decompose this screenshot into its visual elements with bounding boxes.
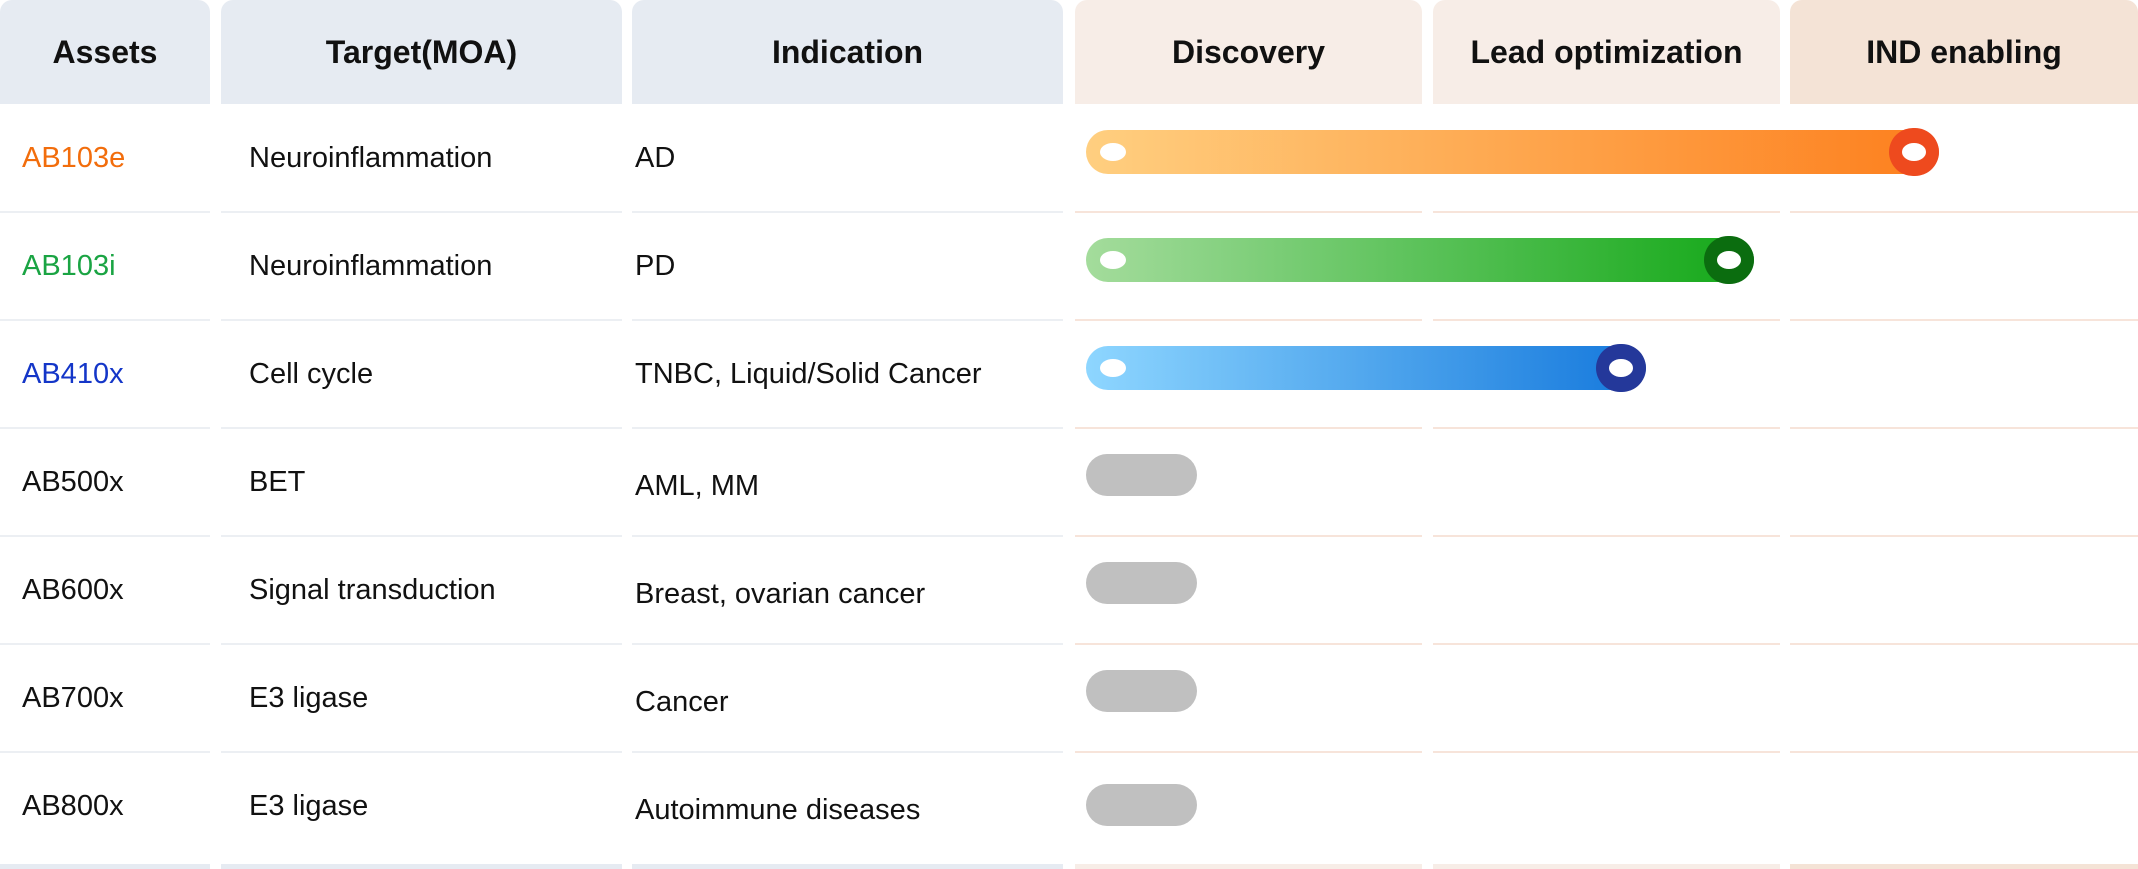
footer-stripe [1433,864,1780,869]
footer-stripe [0,864,210,869]
row-divider [221,535,622,537]
row-divider [221,427,622,429]
row-divider [1790,211,2138,213]
row-divider [221,211,622,213]
row-divider [0,211,210,213]
indication: Breast, ovarian cancer [635,578,926,610]
row-divider [221,751,622,753]
row-divider [1075,535,1422,537]
footer-stripe [1075,864,1422,869]
indication: TNBC, Liquid/Solid Cancer [635,358,982,390]
row-divider [1433,319,1780,321]
row-divider [0,535,210,537]
footer-stripe [632,864,1063,869]
row-divider [1790,427,2138,429]
bar-start-marker [1100,251,1126,269]
row-divider [1075,211,1422,213]
target-moa: Cell cycle [249,358,374,390]
progress-bar-ab500x [1086,454,1197,496]
row-divider [1433,643,1780,645]
indication: Autoimmune diseases [635,794,921,826]
target-moa: Neuroinflammation [249,142,493,174]
row-divider [632,427,1063,429]
asset-name: AB103e [22,142,126,174]
row-divider [1433,751,1780,753]
bar-start-marker [1100,359,1126,377]
row-divider [1790,535,2138,537]
row-divider [1790,751,2138,753]
bar-end-marker [1889,128,1939,176]
row-divider [632,751,1063,753]
header-target: Target(MOA) [221,0,622,104]
row-divider [1075,751,1422,753]
header-discovery: Discovery [1075,0,1422,104]
asset-name: AB410x [22,358,124,390]
row-divider [632,643,1063,645]
asset-name: AB800x [22,790,124,822]
row-divider [632,535,1063,537]
progress-bar-ab600x [1086,562,1197,604]
row-divider [0,751,210,753]
bar-start-marker [1100,143,1126,161]
asset-name: AB103i [22,250,116,282]
progress-bar-ab103e [1086,128,1939,176]
target-moa: E3 ligase [249,682,369,714]
header-ind-enabling: IND enabling [1790,0,2138,104]
bar-end-marker-core [1902,143,1926,161]
indication: AD [635,142,676,174]
header-lead-optimization: Lead optimization [1433,0,1780,104]
indication: PD [635,250,676,282]
indication: Cancer [635,686,729,718]
progress-bar-ab103i [1086,236,1754,284]
footer-stripe [1790,864,2138,869]
bar-end-marker [1596,344,1646,392]
target-moa: Signal transduction [249,574,496,606]
target-moa: Neuroinflammation [249,250,493,282]
bar-end-marker [1704,236,1754,284]
row-divider [1075,643,1422,645]
row-divider [1075,319,1422,321]
target-moa: E3 ligase [249,790,369,822]
bar-end-marker-core [1609,359,1633,377]
footer-stripe [221,864,622,869]
row-divider [1075,427,1422,429]
target-moa: BET [249,466,306,498]
row-divider [1790,643,2138,645]
asset-name: AB700x [22,682,124,714]
progress-bar-ab800x [1086,784,1197,826]
row-divider [632,211,1063,213]
row-divider [0,427,210,429]
row-divider [221,319,622,321]
row-divider [0,643,210,645]
header-indication: Indication [632,0,1063,104]
row-divider [221,643,622,645]
header-assets: Assets [0,0,210,104]
row-divider [1433,535,1780,537]
asset-name: AB500x [22,466,124,498]
row-divider [632,319,1063,321]
asset-name: AB600x [22,574,124,606]
indication: AML, MM [635,470,760,502]
row-divider [1790,319,2138,321]
row-divider [1433,211,1780,213]
progress-bar-ab410x [1086,344,1646,392]
bar-end-marker-core [1717,251,1741,269]
row-divider [1433,427,1780,429]
progress-bar-ab700x [1086,670,1197,712]
row-divider [0,319,210,321]
